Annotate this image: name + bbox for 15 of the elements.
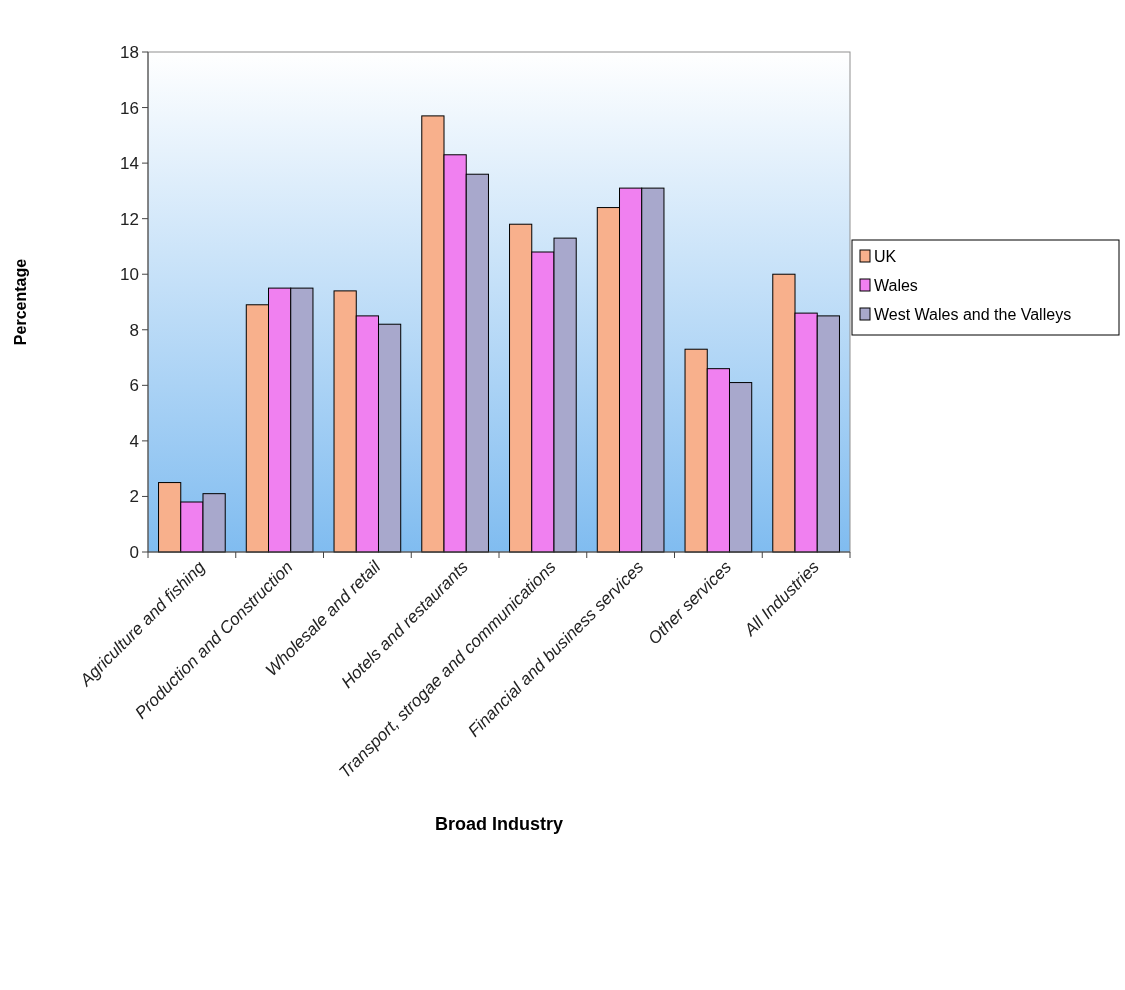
y-tick-label: 14: [120, 154, 139, 174]
y-axis-title: Percentage: [12, 258, 29, 346]
y-tick-label: 4: [129, 431, 139, 451]
y-tick-label: 6: [129, 376, 139, 396]
legend-label: Wales: [874, 276, 918, 294]
y-tick-label: 16: [120, 98, 139, 118]
legend-label: West Wales and the Valleys: [874, 305, 1072, 323]
y-tick-label: 18: [120, 42, 139, 62]
y-tick-label: 12: [120, 209, 139, 229]
y-tick-label: 2: [129, 487, 139, 507]
y-tick-label: 10: [120, 265, 139, 285]
x-axis-title: Broad Industry: [434, 814, 564, 834]
legend-label: UK: [874, 247, 897, 265]
y-tick-label: 0: [129, 542, 139, 562]
y-tick-label: 8: [129, 320, 139, 340]
